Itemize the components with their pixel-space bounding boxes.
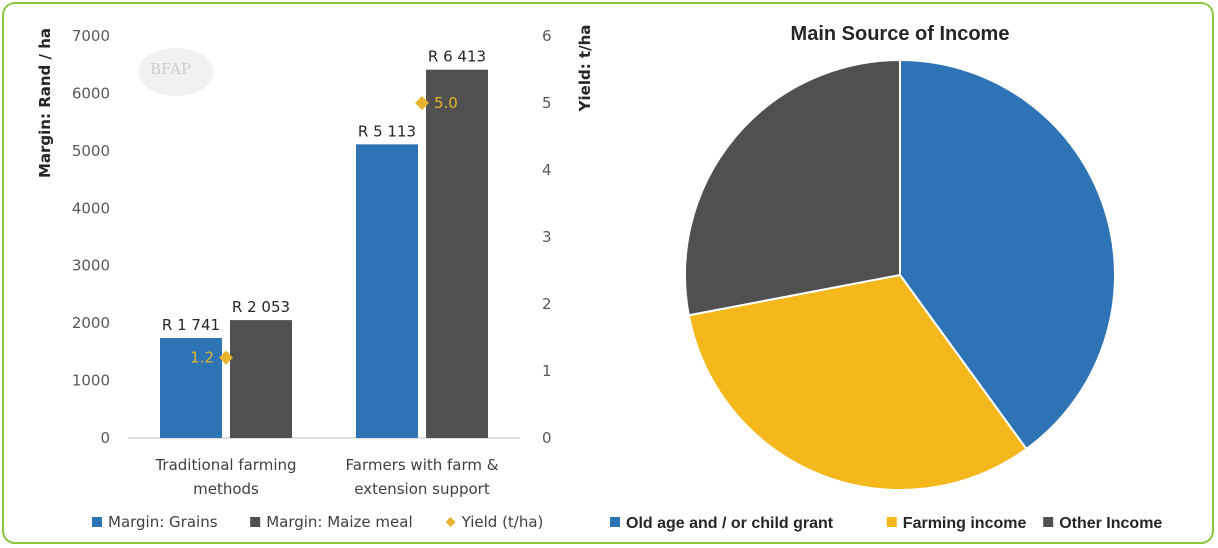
bfap-logo: BFAP xyxy=(138,48,214,96)
y-tick-label: 0 xyxy=(100,429,110,447)
legend-label: Farming income xyxy=(903,515,1027,532)
y-tick-label: 6000 xyxy=(72,84,110,102)
y-tick-label: 3000 xyxy=(72,257,110,275)
y2-tick-label: 4 xyxy=(542,161,552,179)
legend-marker xyxy=(250,517,261,527)
y2-tick-label: 6 xyxy=(542,27,552,45)
yield-point xyxy=(219,350,233,365)
legend-marker xyxy=(610,517,620,527)
legend-marker xyxy=(445,517,456,527)
category-labels: Traditional farming methods Farmers with f… xyxy=(154,456,498,498)
legend-label: Old age and / or child grant xyxy=(626,515,834,532)
y-tick-label: 7000 xyxy=(72,27,110,45)
y2-tick-label: 1 xyxy=(542,362,552,380)
y-tick-label: 4000 xyxy=(72,199,110,217)
y-axis-ticks: 0 1000 2000 3000 4000 5000 6000 7000 xyxy=(72,27,110,447)
yield-point xyxy=(415,96,429,110)
y2-tick-label: 0 xyxy=(542,429,552,447)
legend-marker xyxy=(1043,517,1054,527)
pie-legend: Old age and / or child grant Farming inco… xyxy=(610,515,1162,532)
y2-tick-label: 2 xyxy=(542,295,552,313)
bar-data-label: R 6 413 xyxy=(428,48,486,66)
y-tick-label: 2000 xyxy=(72,314,110,332)
bar xyxy=(230,320,292,438)
pie-slice xyxy=(684,58,901,317)
bar-data-label: R 2 053 xyxy=(232,298,290,316)
pie-slice xyxy=(899,58,1116,451)
pie-slice xyxy=(687,273,1028,491)
legend-marker xyxy=(92,517,102,527)
bar-series: R 1 741 R 2 053 1.2 R 5 113 R 6 413 5.0 xyxy=(160,48,488,438)
pie-slices xyxy=(684,58,1116,491)
y-tick-label: 1000 xyxy=(72,372,110,390)
category-label: extension support xyxy=(354,480,490,498)
bar xyxy=(356,144,418,438)
yield-data-label: 5.0 xyxy=(434,94,458,112)
y2-axis-title: Yield: t/ha xyxy=(576,25,594,113)
legend-label: Margin: Maize meal xyxy=(266,513,412,531)
bar-data-label: R 5 113 xyxy=(358,122,416,140)
income-pie-chart: Main Source of Income Old age and / or c… xyxy=(610,23,1162,532)
bar-legend: Margin: Grains Margin: Maize meal Yield (t… xyxy=(92,513,543,531)
margin-yield-bar-chart: Margin: Rand / ha Yield: t/ha 0 1000 2000 3… xyxy=(36,25,594,531)
legend-label: Other Income xyxy=(1059,515,1162,532)
y2-axis-ticks: 0 1 2 3 4 5 6 xyxy=(542,27,552,447)
bfap-logo-text: BFAP xyxy=(150,60,191,78)
category-label: Farmers with farm & xyxy=(346,456,499,474)
y-axis-title: Margin: Rand / ha xyxy=(36,28,54,178)
legend-marker xyxy=(886,517,897,527)
category-label: Traditional farming xyxy=(154,456,296,474)
bar xyxy=(426,69,488,438)
yield-data-label: 1.2 xyxy=(190,349,214,367)
bar xyxy=(160,338,222,438)
y-tick-label: 5000 xyxy=(72,142,110,160)
pie-title: Main Source of Income xyxy=(791,23,1010,45)
y2-tick-label: 5 xyxy=(542,94,552,112)
category-label: methods xyxy=(193,480,259,498)
legend-label: Margin: Grains xyxy=(108,513,218,531)
bar-data-label: R 1 741 xyxy=(162,316,220,334)
y2-tick-label: 3 xyxy=(542,228,552,246)
legend-label: Yield (t/ha) xyxy=(461,513,544,531)
